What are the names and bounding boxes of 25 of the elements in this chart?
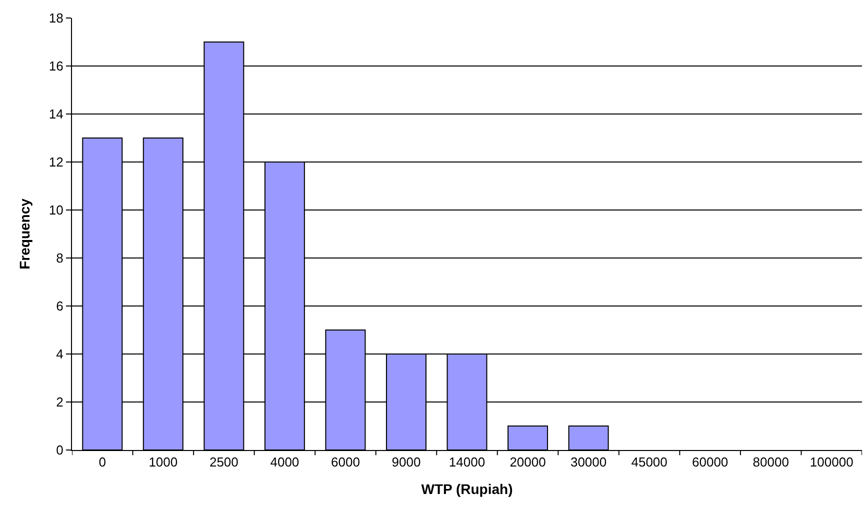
- y-tick-label: 14: [48, 106, 64, 122]
- x-tick-label: 20000: [510, 454, 546, 470]
- x-tick-label: 4000: [270, 454, 300, 470]
- x-tick-label: 6000: [331, 454, 360, 470]
- x-tick-label: 60000: [692, 454, 728, 470]
- x-tick-label: 30000: [570, 454, 607, 470]
- y-tick-label: 0: [56, 442, 64, 458]
- y-tick-label: 12: [48, 154, 64, 170]
- x-tick-label: 9000: [392, 454, 421, 470]
- y-axis-title: Frequency: [16, 198, 33, 270]
- x-axis-title: WTP (Rupiah): [421, 480, 513, 497]
- x-tick-label: 14000: [448, 454, 486, 470]
- y-tick-label: 10: [48, 202, 64, 218]
- y-tick-label: 6: [56, 298, 64, 314]
- x-tick-label: 100000: [810, 454, 854, 470]
- x-tick-label: 2500: [209, 454, 238, 470]
- x-tick-label: 0: [98, 454, 106, 470]
- y-tick-label: 18: [48, 10, 64, 26]
- x-tick-label: 1000: [148, 454, 178, 470]
- x-tick-label: 80000: [752, 454, 789, 470]
- y-tick-label: 4: [56, 346, 64, 362]
- y-tick-label: 8: [56, 250, 64, 266]
- y-tick-label: 16: [48, 58, 64, 74]
- y-tick-label: 2: [56, 394, 64, 410]
- x-tick-label: 45000: [631, 454, 668, 470]
